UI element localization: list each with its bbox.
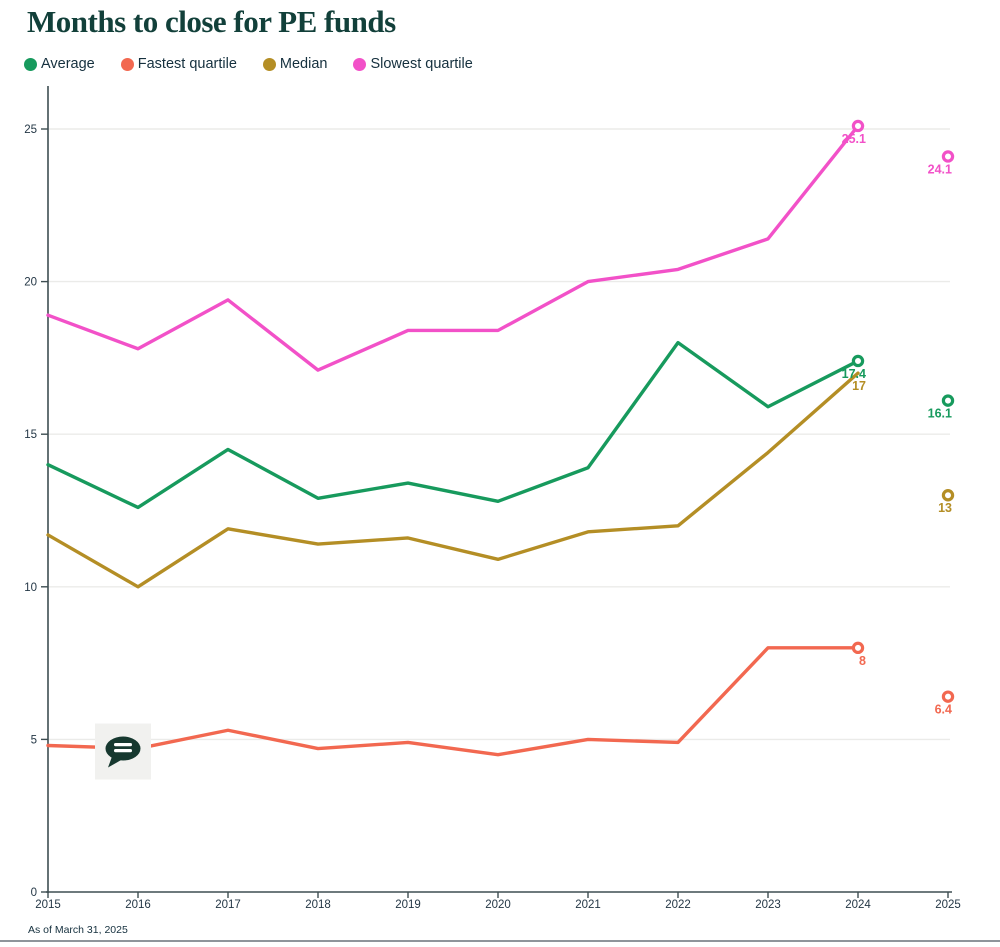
legend-item-average: Average — [24, 56, 95, 72]
x-tick-label: 2021 — [575, 899, 601, 911]
legend-dot-icon — [120, 57, 134, 71]
endpoint-marker-median — [941, 489, 955, 502]
x-tick-label: 2022 — [665, 899, 691, 911]
page-title: Months to close for PE funds — [27, 4, 396, 39]
x-tick-label: 2016 — [125, 899, 151, 911]
x-tick-label: 2018 — [305, 899, 331, 911]
x-tick-label: 2025 — [935, 899, 961, 911]
legend-label: Median — [279, 56, 328, 72]
point-label-fastest-quartile: 6.4 — [935, 703, 952, 717]
x-tick-label: 2017 — [215, 899, 241, 911]
x-tick-label: 2024 — [845, 899, 871, 911]
legend-label: Slowest quartile — [370, 56, 473, 72]
x-tick-label: 2019 — [395, 899, 421, 911]
line-average — [46, 340, 860, 510]
endpoint-marker-fastest-quartile — [851, 641, 865, 655]
endpoint-marker-slowest-quartile — [851, 119, 865, 133]
line-fastest-quartile — [46, 646, 860, 757]
point-label-average: 17.4 — [842, 367, 866, 381]
line-slowest-quartile — [46, 124, 860, 372]
legend-item-median: Median — [262, 56, 328, 72]
line-median — [46, 371, 860, 589]
legend: Average Fastest quartile Median Slowest qua… — [24, 56, 473, 72]
y-tick-label: 20 — [24, 277, 37, 289]
point-label-fastest-quartile: 8 — [859, 654, 866, 668]
bottom-divider — [0, 940, 1000, 942]
point-label-slowest-quartile: 24.1 — [928, 162, 952, 176]
endpoint-marker-average — [851, 354, 865, 368]
endpoint-marker-average — [941, 394, 955, 407]
legend-dot-icon — [262, 57, 276, 71]
y-tick-label: 25 — [24, 124, 37, 136]
legend-label: Average — [41, 56, 95, 72]
y-tick-label: 5 — [31, 734, 37, 746]
point-label-average: 16.1 — [928, 407, 952, 421]
legend-dot-icon — [353, 57, 367, 71]
point-label-median: 13 — [938, 501, 952, 515]
endpoint-marker-fastest-quartile — [941, 690, 955, 703]
point-label-slowest-quartile: 25.1 — [842, 132, 866, 146]
as-of-note: As of March 31, 2025 — [28, 924, 128, 936]
point-label-median: 17 — [852, 379, 866, 393]
legend-dot-icon — [24, 57, 37, 71]
endpoint-marker-slowest-quartile — [941, 150, 955, 163]
y-tick-label: 15 — [24, 429, 37, 441]
x-tick-label: 2020 — [485, 899, 511, 911]
comment-bubble-icon[interactable] — [105, 736, 141, 768]
x-tick-label: 2015 — [35, 899, 61, 911]
legend-label: Fastest quartile — [137, 56, 237, 72]
x-tick-label: 2023 — [755, 899, 781, 911]
y-tick-label: 10 — [24, 582, 37, 594]
legend-item-fastest-quartile: Fastest quartile — [120, 56, 237, 72]
legend-item-slowest-quartile: Slowest quartile — [353, 56, 473, 72]
y-tick-label: 0 — [31, 887, 37, 899]
